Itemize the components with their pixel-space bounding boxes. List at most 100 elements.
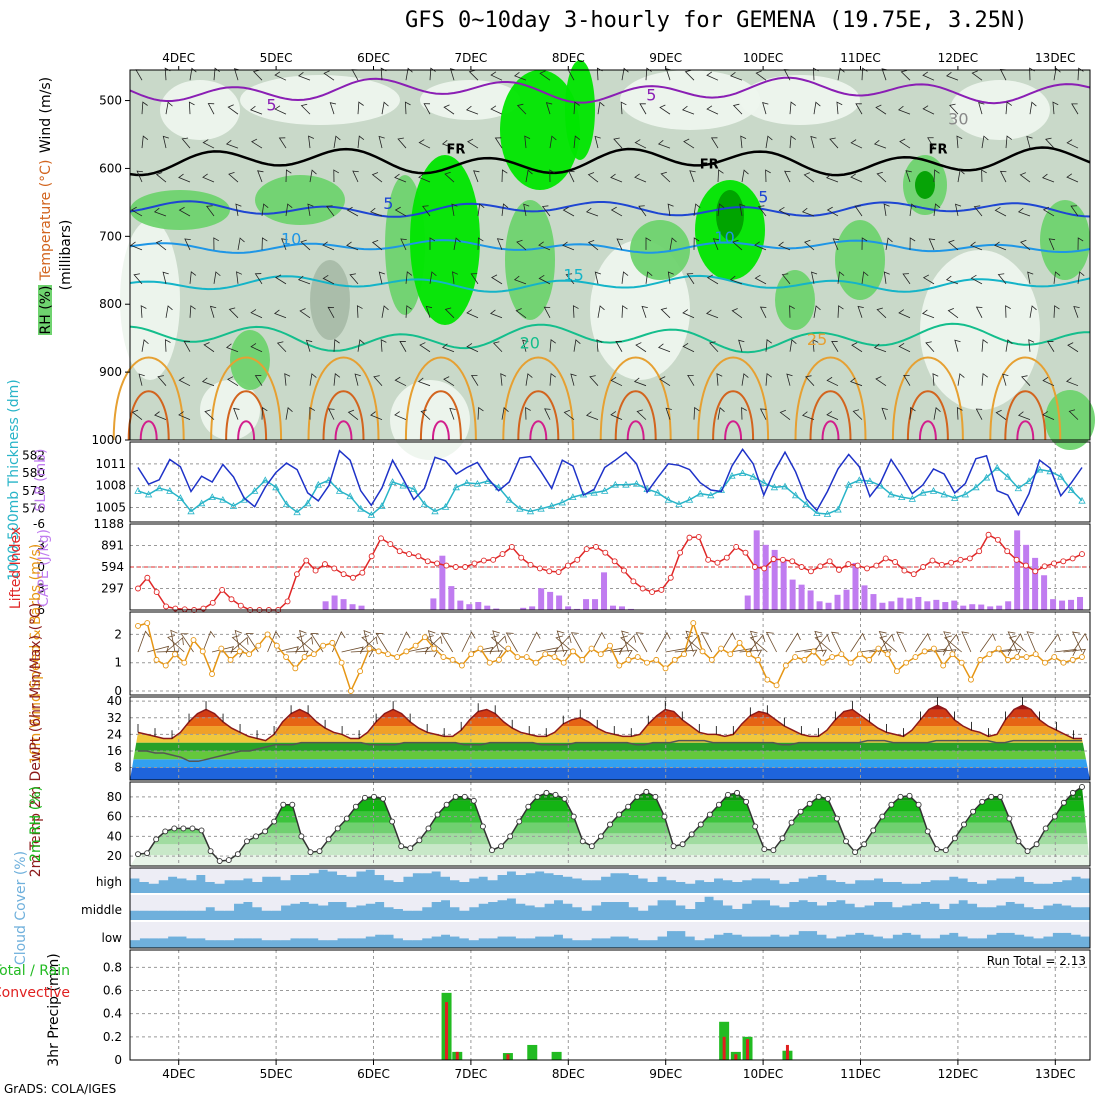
temp-band-8 (130, 705, 1090, 710)
cloud-clear-bar (751, 922, 762, 937)
cloud-clear-bar (1061, 895, 1072, 906)
wind-barb (420, 409, 431, 420)
x-tick-label-top: 7DEC (454, 51, 487, 65)
cloud-clear-bar (167, 868, 178, 877)
thickness-line-point (961, 490, 969, 498)
cloud-clear-bar (205, 868, 216, 882)
wind-barb (613, 137, 623, 149)
wind-barb (539, 70, 551, 81)
wind-barb (494, 137, 503, 149)
cape-bar (834, 594, 841, 610)
thickness-line-point (346, 492, 354, 500)
precip-tick-label: 0 (114, 1053, 122, 1067)
wind-barb (202, 139, 215, 149)
thickness-line-point (760, 479, 768, 486)
wind-barb (949, 103, 959, 115)
precip-convective-bar (785, 1044, 789, 1060)
lifted-index-line-point (1060, 558, 1067, 565)
rh2m-line-point (1069, 789, 1076, 796)
wind10-speed-line-point (690, 620, 697, 627)
wind-barb (213, 237, 220, 250)
cloud-clear-bar (751, 895, 762, 901)
cloud-clear-bar (760, 868, 771, 879)
thickness-line-point (314, 480, 322, 488)
wind-barb (189, 67, 197, 81)
wind-barb (805, 375, 815, 386)
wind-barb (1002, 373, 1009, 386)
wind-barb (1046, 341, 1055, 352)
cape-bar (466, 604, 473, 610)
wind-barb (812, 339, 819, 352)
wind10-barb (555, 635, 574, 653)
cape-bar (897, 597, 904, 610)
wind-barb (1067, 342, 1079, 353)
wind-barb (130, 206, 143, 217)
wind10-speed-line-point (1069, 656, 1076, 663)
x-tick-label-top: 13DEC (1035, 51, 1075, 65)
cloud-clear-bar (600, 922, 611, 939)
cloud-clear-bar (666, 868, 677, 881)
wind10-barb (655, 631, 671, 653)
wind-barb (741, 406, 747, 420)
wind10-barb (700, 632, 713, 653)
rh-contour-17 (505, 200, 555, 320)
wind-barb (490, 71, 503, 81)
wind-barb (883, 271, 890, 284)
wind10-barb (621, 630, 629, 653)
wind-barb (562, 206, 575, 217)
wind-barb (765, 339, 773, 352)
cloud-clear-bar (920, 895, 931, 902)
wind-barb (378, 271, 385, 284)
temp-contour-25-3 (404, 356, 477, 441)
wind-barb (354, 373, 361, 386)
cloud-clear-bar (798, 922, 809, 932)
lifted-index-line-point (892, 559, 899, 565)
temp-contour-35-2 (334, 420, 353, 441)
wind-barb (594, 135, 601, 149)
rh2m-line-point (670, 843, 677, 850)
temp-contour-35-9 (1016, 420, 1035, 441)
thickness-line-point (261, 476, 269, 484)
wind10-speed-line-point (829, 654, 836, 660)
cape-bar (870, 594, 877, 610)
wind-barb (813, 305, 821, 318)
cloud-clear-bar (421, 922, 432, 939)
wind-barb (709, 341, 719, 353)
cloud-clear-bar (930, 868, 940, 881)
rh2m-line-point (643, 788, 650, 795)
cloud-clear-bar (431, 922, 442, 937)
cloud-clear-bar (638, 922, 649, 941)
rh2m-line-point (243, 838, 250, 845)
wind-barb (254, 375, 263, 386)
wind-barb (975, 306, 983, 318)
lifted-index-line-point (705, 556, 712, 563)
wind-barb (346, 206, 359, 217)
wind-barb (444, 307, 455, 319)
wind-barb (759, 306, 767, 318)
wind10-barb (942, 633, 960, 653)
wind-barb (667, 203, 674, 217)
temp-contour-30-6 (712, 390, 755, 441)
temp-contour-30-2 (322, 390, 365, 441)
wind-barb (693, 203, 701, 217)
wind-barb (370, 411, 383, 421)
wind10-speed-line-point (301, 654, 308, 660)
cloud-clear-bar (355, 868, 366, 872)
cape-tick-label: 594 (101, 560, 124, 574)
wind10-speed-line-point (283, 654, 290, 660)
wind-barb (515, 308, 527, 319)
thickness-line-point (908, 495, 916, 502)
wind-barb (309, 406, 316, 420)
wind-barb (755, 70, 767, 81)
cloud-clear-bar (148, 868, 159, 884)
wind10-barb (415, 650, 439, 658)
cloud-clear-bar (911, 868, 922, 884)
contour-label-9: 15 (563, 265, 583, 284)
cape-bar (861, 585, 868, 610)
wind10-barb (749, 635, 768, 653)
cape-bar (888, 601, 895, 610)
wind-barb (573, 135, 581, 149)
thickness-line-point (304, 499, 312, 507)
wind-barb (741, 169, 749, 183)
temp-contour-35-7 (821, 420, 840, 441)
